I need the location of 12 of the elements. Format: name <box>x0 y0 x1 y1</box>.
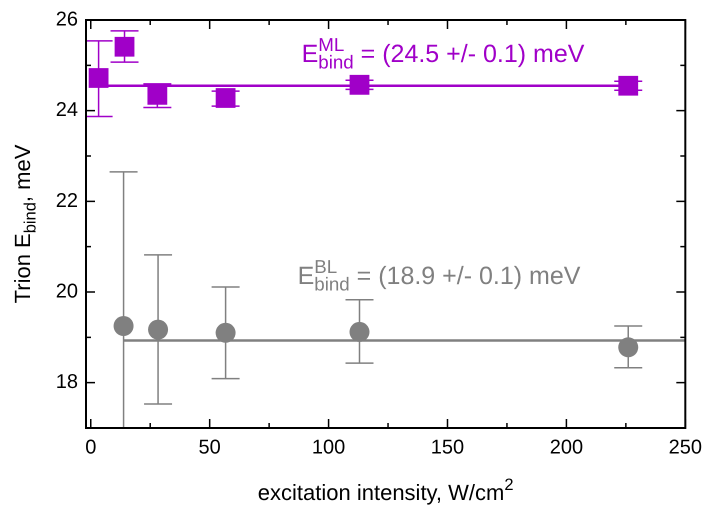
y-tick-label: 18 <box>56 371 78 394</box>
x-tick-label: 0 <box>85 436 96 459</box>
y-axis-title: Trion Ebind, meV <box>10 144 40 304</box>
x-tick-label: 50 <box>198 436 221 459</box>
x-tick-label: 200 <box>550 436 584 459</box>
y-tick-label: 22 <box>56 190 78 212</box>
y-tick-label: 20 <box>56 280 78 303</box>
x-tick-label: 100 <box>312 436 346 459</box>
y-tick-label: 24 <box>56 99 78 122</box>
x-tick-label: 150 <box>430 436 464 459</box>
y-tick-label: 26 <box>56 8 78 31</box>
x-tick-label: 250 <box>668 436 702 459</box>
